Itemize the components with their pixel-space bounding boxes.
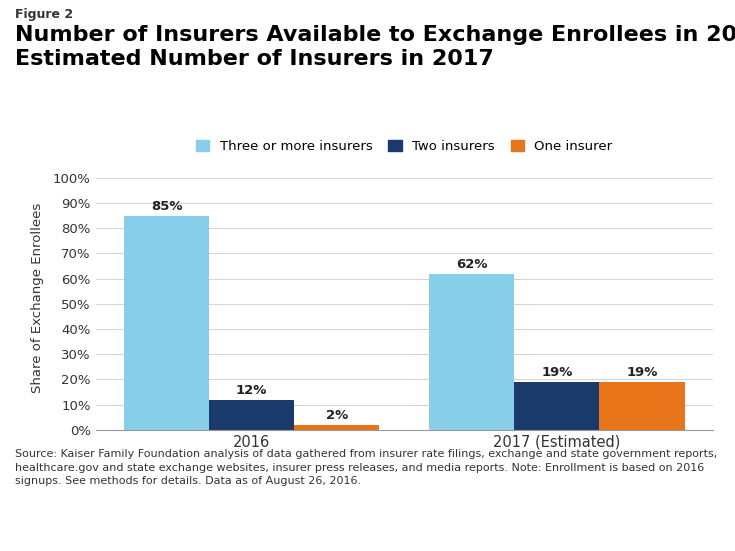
Text: 12%: 12% [236,383,268,397]
Text: Figure 2: Figure 2 [15,8,73,21]
Bar [124,215,209,430]
Bar [429,274,514,430]
Text: 19%: 19% [626,366,658,379]
Bar [209,399,294,430]
Y-axis label: Share of Exchange Enrollees: Share of Exchange Enrollees [32,202,45,393]
Bar [294,425,379,430]
Text: Source: Kaiser Family Foundation analysis of data gathered from insurer rate fil: Source: Kaiser Family Foundation analysi… [15,449,717,487]
Text: 19%: 19% [541,366,573,379]
Bar [514,382,600,430]
Text: 2%: 2% [326,409,348,422]
Bar [600,382,684,430]
Text: 85%: 85% [151,199,182,213]
Text: Number of Insurers Available to Exchange Enrollees in 2016 and
Estimated Number : Number of Insurers Available to Exchange… [15,25,735,69]
Legend: Three or more insurers, Two insurers, One insurer: Three or more insurers, Two insurers, On… [196,141,612,153]
Text: 62%: 62% [456,257,487,271]
